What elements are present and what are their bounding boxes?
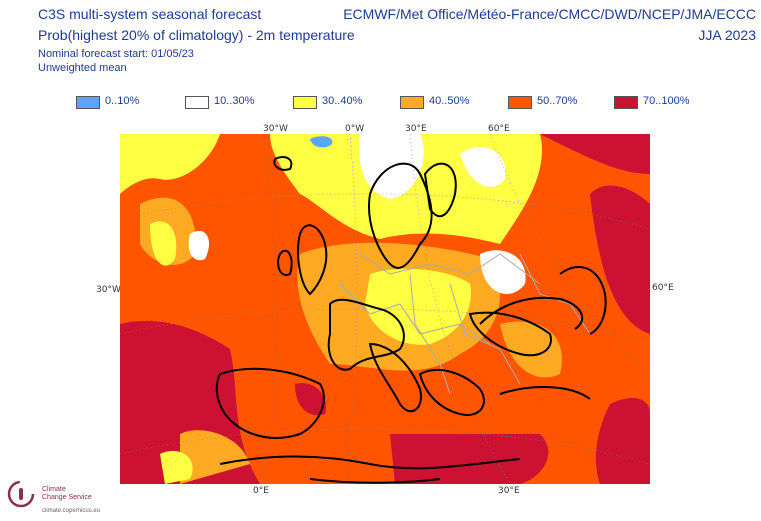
graticule-icon <box>120 134 650 484</box>
legend-label: 10..30% <box>214 95 255 107</box>
legend-swatch <box>185 96 209 109</box>
legend-label: 50..70% <box>537 95 578 107</box>
probability-map <box>120 134 650 484</box>
logo-text-line1: Climate <box>42 486 66 493</box>
legend: 0..10% 10..30% 30..40% 40..50% 50..70% 7… <box>76 95 696 113</box>
graticule-label-top: 0°W <box>345 124 365 134</box>
legend-swatch <box>400 96 424 109</box>
legend-label: 30..40% <box>322 95 363 107</box>
graticule-label-top: 30°W <box>263 124 288 134</box>
prob-0-10-layer <box>310 136 333 148</box>
graticule-label-bottom: 0°E <box>253 486 269 496</box>
map-canvas <box>120 134 650 484</box>
legend-swatch <box>293 96 317 109</box>
weighting-label: Unweighted mean <box>38 62 127 74</box>
graticule-label-top: 60°E <box>488 124 510 134</box>
legend-label: 70..100% <box>643 95 690 107</box>
nominal-start: Nominal forecast start: 01/05/23 <box>38 48 194 60</box>
systems-list: ECMWF/Met Office/Météo-France/CMCC/DWD/N… <box>343 6 756 22</box>
graticule-label-left: 30°W <box>96 285 121 295</box>
graticule-label-right: 60°E <box>652 283 674 293</box>
graticule-label-top: 30°E <box>405 124 427 134</box>
legend-swatch <box>614 96 638 109</box>
climate-change-service-logo: Climate Change Service climate.copernicu… <box>4 477 124 521</box>
legend-swatch <box>508 96 532 109</box>
title-line-1: C3S multi-system seasonal forecast <box>38 6 262 22</box>
title-line-2: Prob(highest 20% of climatology) - 2m te… <box>38 27 355 43</box>
graticule-label-bottom: 30°E <box>498 486 520 496</box>
coastline-icon <box>215 156 607 484</box>
logo-url: climate.copernicus.eu <box>42 508 101 514</box>
climate-change-service-logo-icon <box>7 480 35 508</box>
legend-swatch <box>76 96 100 109</box>
legend-label: 0..10% <box>105 95 140 107</box>
season-label: JJA 2023 <box>698 27 756 43</box>
logo-text-line2: Change Service <box>42 494 92 501</box>
legend-label: 40..50% <box>429 95 470 107</box>
